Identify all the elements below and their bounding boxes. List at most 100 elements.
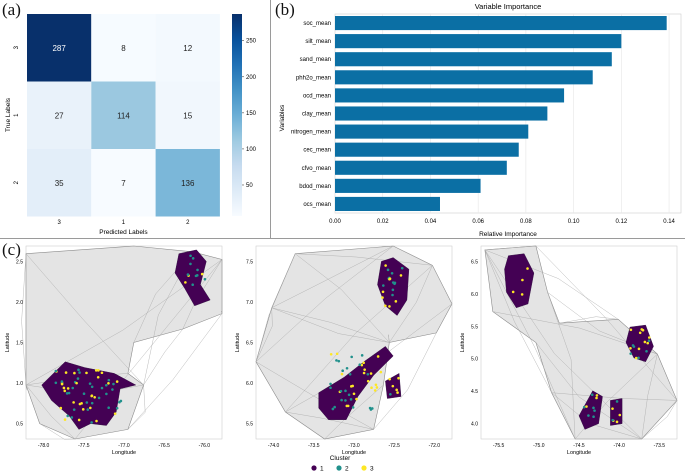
cluster-point	[592, 415, 595, 418]
y-tick-label: 0.5	[16, 422, 23, 428]
cluster-point	[115, 406, 119, 410]
x-tick-label: -74.5	[573, 443, 585, 449]
importance-bar	[335, 52, 612, 67]
cluster-point	[196, 268, 199, 272]
legend-label: 3	[370, 466, 374, 473]
cluster-point	[189, 262, 192, 266]
x-tick-label: -77.5	[78, 443, 90, 449]
cluster-point	[389, 392, 392, 396]
cluster-point	[333, 405, 336, 409]
municipality-boundary	[25, 384, 76, 440]
cluster-point	[386, 268, 390, 272]
cluster-point	[373, 389, 377, 392]
cluster-region	[504, 253, 535, 309]
municipality-boundary	[271, 307, 390, 343]
colorbar-tick-label: 50	[246, 183, 253, 189]
cluster-point	[379, 370, 383, 374]
cluster-point	[81, 408, 85, 411]
cluster-point	[340, 398, 343, 402]
x-axis-label: Predicted Labels	[99, 229, 148, 236]
x-tick-label: -76.0	[199, 443, 211, 449]
cluster-point	[393, 282, 396, 286]
cluster-point	[396, 391, 399, 394]
cluster-point	[90, 421, 93, 424]
heatmap-cell-value: 12	[183, 44, 192, 53]
variable-importance-chart: 0.00 0.02 0.04 0.06 0.08 0.10 0.12 0.14 soc_mean…	[279, 2, 682, 238]
heatmap-cell-value: 287	[52, 44, 66, 53]
cluster-region	[174, 249, 211, 307]
x-tick-label: -72.0	[429, 443, 441, 449]
municipality-boundary	[221, 310, 223, 314]
cluster-point	[62, 386, 66, 390]
y-axis-label: True Labels	[5, 97, 12, 132]
cluster-point	[78, 371, 81, 374]
cluster-point	[381, 290, 385, 294]
x-tick-label: -74.0	[613, 443, 625, 449]
cluster-point	[611, 418, 615, 422]
y-tick-label: 6.5	[246, 341, 253, 347]
cluster-point	[384, 264, 387, 267]
cluster-point	[391, 384, 395, 388]
y-tick-label: 5.5	[246, 422, 253, 428]
y-axis-label: Variables	[279, 104, 286, 131]
colorbar-tick-label: 100	[246, 147, 257, 153]
importance-bar	[335, 124, 529, 139]
cluster-point	[348, 372, 352, 376]
cluster-point	[520, 293, 524, 296]
cluster-point	[191, 257, 195, 260]
cluster-point	[105, 392, 108, 396]
cluster-point	[634, 356, 638, 360]
x-tick-label: -75.0	[533, 443, 545, 449]
cluster-point	[70, 416, 74, 419]
cluster-point	[360, 354, 364, 357]
cluster-region	[625, 324, 654, 363]
y-tick-label: sand_mean	[300, 57, 331, 63]
x-tick-label: -74.0	[268, 443, 280, 449]
municipality-boundary	[255, 361, 374, 430]
municipality-boundary	[39, 423, 76, 440]
panel-label-b: (b)	[275, 0, 295, 19]
heatmap-cell-value: 8	[121, 44, 126, 53]
cluster-point	[511, 290, 515, 294]
cluster-legend: Cluster 1 2 3	[311, 455, 374, 473]
cluster-point	[390, 271, 394, 275]
cluster-point	[60, 380, 64, 383]
municipality-boundary	[559, 316, 619, 324]
cluster-point	[384, 304, 387, 308]
cluster-point	[118, 400, 121, 404]
cluster-point	[349, 398, 353, 401]
x-tick-label: -73.5	[654, 443, 666, 449]
cluster-point	[394, 300, 398, 303]
cluster-point	[107, 378, 111, 382]
cluster-point	[335, 352, 339, 356]
cluster-point	[645, 349, 648, 353]
cluster-point	[590, 393, 594, 397]
importance-bar	[335, 88, 565, 103]
x-tick-label: 0.08	[520, 219, 532, 225]
cluster-point	[640, 328, 644, 331]
cluster-point	[77, 418, 81, 422]
x-tick-label: 0.04	[425, 219, 437, 225]
cluster-point	[76, 377, 80, 380]
heatmap-cell-value: 7	[121, 179, 126, 188]
y-tick-label: 6.5	[471, 259, 478, 265]
cluster-point	[355, 397, 358, 401]
municipality-boundary	[271, 307, 390, 343]
cluster-point	[100, 371, 104, 375]
cluster-point	[638, 331, 642, 335]
y-tick-label: 5.0	[471, 357, 478, 363]
cluster-point	[352, 392, 356, 396]
municipality-boundary	[373, 332, 437, 430]
cluster-point	[351, 406, 355, 409]
cluster-point	[339, 389, 343, 393]
cluster-point	[90, 385, 94, 389]
cluster-point	[375, 386, 379, 389]
legend-title: Cluster	[330, 455, 351, 462]
cluster-point	[113, 412, 117, 415]
x-tick-label: -78.0	[38, 443, 50, 449]
importance-bar	[335, 15, 667, 31]
municipality-boundary	[127, 313, 223, 430]
cluster-point	[643, 340, 647, 344]
cluster-point	[526, 267, 529, 270]
cluster-point	[66, 387, 70, 390]
